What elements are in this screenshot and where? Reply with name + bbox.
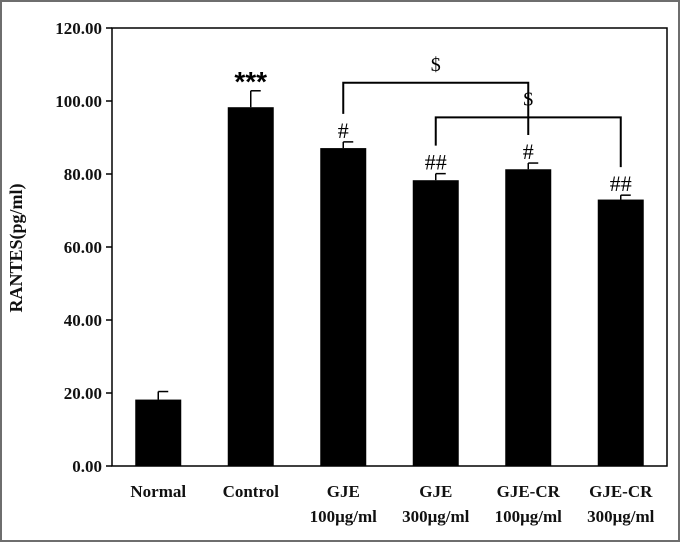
bar bbox=[227, 107, 274, 466]
x-category-sublabel: 100μg/ml bbox=[495, 507, 563, 526]
bracket-label: $ bbox=[431, 54, 441, 76]
significance-brackets: $$ bbox=[342, 54, 622, 168]
x-category-label: GJE-CR bbox=[589, 482, 653, 501]
plot-border bbox=[111, 27, 668, 467]
bar bbox=[320, 148, 367, 466]
y-axis-title: RANTES(pg/ml) bbox=[6, 183, 27, 312]
x-axis-labels: Normal Control GJE 100μg/ml GJE 300μg/ml GJE-C… bbox=[130, 482, 654, 526]
significance-mark: *** bbox=[234, 66, 267, 97]
significance-mark: # bbox=[338, 118, 349, 143]
x-category-label: Control bbox=[223, 482, 280, 501]
y-tick-label: 0.00 bbox=[72, 457, 102, 476]
bar bbox=[135, 399, 182, 466]
bracket-line bbox=[434, 116, 622, 168]
x-category-label: GJE-CR bbox=[497, 482, 561, 501]
x-category-sublabel: 100μg/ml bbox=[310, 507, 378, 526]
bars: ***### ### bbox=[135, 66, 644, 467]
significance-mark: ## bbox=[425, 150, 447, 175]
y-tick-label: 100.00 bbox=[55, 92, 102, 111]
x-category-label: GJE bbox=[419, 482, 452, 501]
x-category-label: GJE bbox=[327, 482, 360, 501]
y-tick-label: 40.00 bbox=[64, 311, 102, 330]
x-category-sublabel: 300μg/ml bbox=[402, 507, 470, 526]
bar bbox=[597, 199, 644, 467]
significance-mark: # bbox=[523, 139, 534, 164]
x-category-label: Normal bbox=[130, 482, 186, 501]
y-tick-label: 80.00 bbox=[64, 165, 102, 184]
y-tick-label: 120.00 bbox=[55, 19, 102, 38]
y-tick-label: 60.00 bbox=[64, 238, 102, 257]
bracket-line bbox=[342, 81, 530, 136]
axes bbox=[111, 27, 668, 467]
bracket-label: $ bbox=[523, 88, 533, 110]
bar bbox=[412, 180, 459, 466]
y-tick-label: 20.00 bbox=[64, 384, 102, 403]
bar bbox=[505, 169, 552, 466]
y-axis-ticks: 0.00 20.00 40.00 60.00 80.00 100.00 120.00 bbox=[55, 19, 112, 476]
significance-mark: ## bbox=[610, 171, 632, 196]
x-category-sublabel: 300μg/ml bbox=[587, 507, 655, 526]
